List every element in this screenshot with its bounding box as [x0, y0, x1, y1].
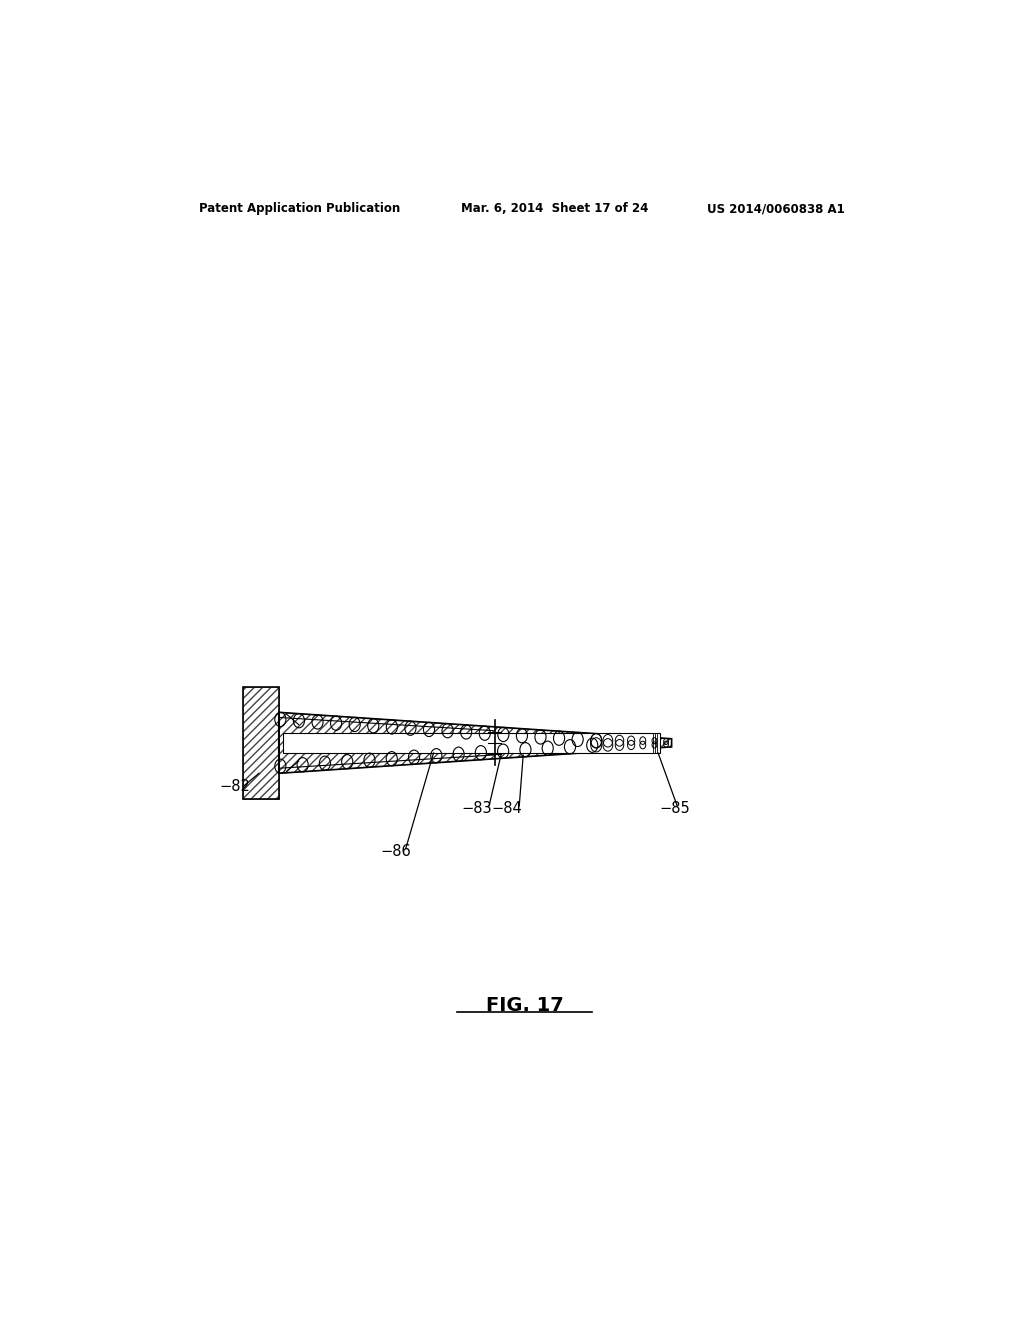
Bar [243, 686, 279, 799]
Bar [283, 733, 659, 752]
Text: −83: −83 [461, 801, 492, 816]
Text: Patent Application Publication: Patent Application Publication [200, 202, 400, 215]
Text: −86: −86 [380, 843, 411, 859]
Text: FIG. 17: FIG. 17 [486, 995, 563, 1015]
Text: −84: −84 [492, 801, 522, 816]
Text: US 2014/0060838 A1: US 2014/0060838 A1 [708, 202, 845, 215]
Text: −82: −82 [219, 779, 250, 795]
Bar [243, 686, 279, 799]
Text: −85: −85 [659, 801, 690, 816]
Polygon shape [279, 713, 672, 774]
Text: Mar. 6, 2014  Sheet 17 of 24: Mar. 6, 2014 Sheet 17 of 24 [461, 202, 648, 215]
